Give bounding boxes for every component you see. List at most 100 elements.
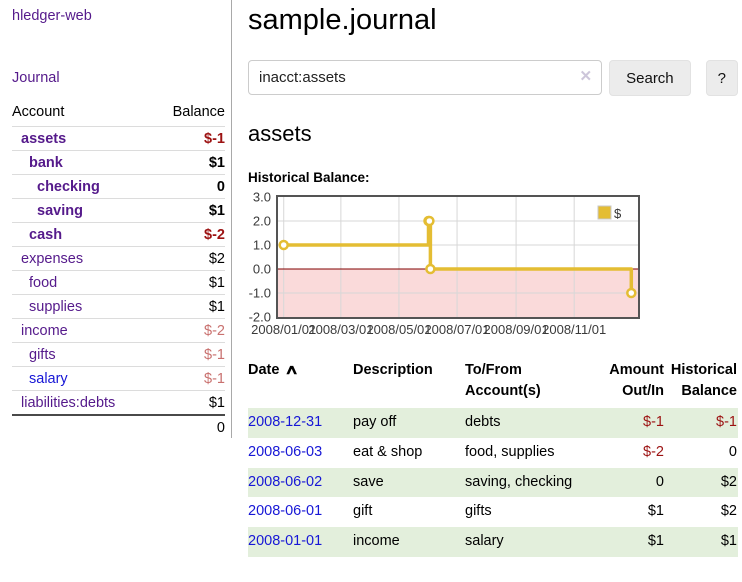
account-row: food $1 [12,270,225,295]
transaction-accounts: gifts [465,503,492,520]
register-header-date[interactable]: Date ∧ [248,356,353,408]
historical-balance-chart: $3.0 2.0 1.0 0.0 -1.0 -2.0 2008/01/01 2008/03/0… [248,190,640,341]
account-link[interactable]: supplies [29,298,83,315]
chart-title: Historical Balance: [248,170,370,185]
account-balance: $-2 [153,222,225,247]
account-link[interactable]: assets [21,130,67,147]
account-balance: $-1 [153,126,225,151]
svg-text:2008/09/01: 2008/09/01 [484,322,549,337]
svg-text:3.0: 3.0 [253,191,271,205]
account-row: expenses $2 [12,246,225,271]
svg-text:2008/07/01: 2008/07/01 [424,322,489,337]
transaction-description: gift [353,503,373,520]
account-balance: $-1 [153,366,225,391]
account-link[interactable]: bank [29,154,63,171]
transaction-amount: $-1 [643,414,664,431]
account-row: bank $1 [12,150,225,175]
svg-text:2.0: 2.0 [253,214,271,229]
clear-search-icon[interactable]: ✕ [579,68,593,85]
transaction-date-link[interactable]: 2008-06-02 [248,473,323,490]
account-row: assets $-1 [12,126,225,151]
transaction-date-link[interactable]: 2008-06-03 [248,443,323,460]
register-table: Date ∧ Description To/From Account(s) Amount O… [248,356,738,557]
account-balance: 0 [153,174,225,199]
help-button[interactable]: ? [705,60,738,96]
accounts-table: Account Balance assets $-1 bank $1 checking 0… [12,102,225,439]
transaction-accounts: saving, checking [465,473,573,490]
account-balance: $1 [153,198,225,223]
account-balance: $2 [153,246,225,271]
account-link[interactable]: salary [29,370,68,387]
sidebar-item-journal[interactable]: Journal [12,70,60,86]
accounts-header-account: Account [12,104,65,120]
register-row: 2008-01-01 income salary $1 $1 [248,527,738,557]
account-title: assets [248,121,312,146]
search-button[interactable]: Search [609,60,691,96]
transaction-amount: 0 [655,473,664,490]
transaction-date-link[interactable]: 2008-06-01 [248,503,323,520]
account-balance: $1 [153,270,225,295]
account-row: supplies $1 [12,294,225,319]
account-row: cash $-2 [12,222,225,247]
account-row: income $-2 [12,318,225,343]
account-balance: $1 [153,294,225,319]
account-balance: $-1 [153,342,225,367]
transaction-balance: $2 [720,473,737,490]
register-header-amount: Amount Out/In [609,362,664,400]
search-input[interactable] [248,60,603,95]
main-content: sample.journal ✕ Search ? assets Histori… [248,0,738,557]
svg-text:0.0: 0.0 [253,262,271,277]
accounts-header-row: Account Balance [12,102,225,127]
transaction-description: eat & shop [353,443,423,460]
transaction-accounts: food, supplies [465,443,555,460]
transaction-balance: $2 [720,503,737,520]
account-row: saving $1 [12,198,225,223]
svg-text:2008/03/01: 2008/03/01 [308,322,373,337]
account-row: liabilities:debts $1 [12,390,225,415]
transaction-amount: $1 [647,533,664,550]
transaction-description: save [353,473,384,490]
transaction-accounts: salary [465,533,504,550]
transaction-description: pay off [353,414,397,431]
svg-text:1.0: 1.0 [253,238,271,253]
svg-text:-2.0: -2.0 [249,310,271,325]
account-link[interactable]: income [21,322,68,339]
transaction-date-link[interactable]: 2008-12-31 [248,414,323,431]
account-link[interactable]: gifts [29,346,56,363]
accounts-header-balance: Balance [172,104,225,120]
search-form: ✕ Search ? [248,60,738,96]
transaction-amount: $1 [647,503,664,520]
account-link[interactable]: liabilities:debts [21,394,116,411]
sort-asc-icon: ∧ [284,361,300,378]
accounts-total-row: 0 [12,414,225,439]
register-header-row: Date ∧ Description To/From Account(s) Amount O… [248,356,738,408]
transaction-date-link[interactable]: 2008-01-01 [248,533,323,550]
account-balance: $1 [153,150,225,175]
svg-text:2008/05/01: 2008/05/01 [366,322,431,337]
register-row: 2008-06-02 save saving, checking 0 $2 [248,467,738,498]
svg-text:$: $ [614,206,622,221]
svg-text:-1.0: -1.0 [249,286,271,301]
account-row: salary $-1 [12,366,225,391]
account-link[interactable]: food [29,274,58,291]
sidebar: hledger-web Journal Account Balance asse… [0,0,232,439]
register-row: 2008-06-01 gift gifts $1 $2 [248,497,738,527]
account-balance: $1 [153,390,225,415]
account-row: checking 0 [12,174,225,199]
register-row: 2008-06-03 eat & shop food, supplies $-2 0 [248,438,738,468]
account-link[interactable]: checking [37,178,100,195]
transaction-balance: $1 [720,533,737,550]
transaction-description: income [353,533,400,550]
transaction-accounts: debts [465,414,501,431]
svg-text:2008/01/01: 2008/01/01 [251,322,316,337]
page-title: sample.journal [248,4,437,36]
brand-link[interactable]: hledger-web [12,8,92,24]
register-header-balance: Historical Balance [670,362,737,400]
transaction-balance: 0 [728,443,737,460]
svg-text:2008/11/01: 2008/11/01 [542,322,606,337]
account-link[interactable]: saving [37,202,83,219]
transaction-balance: $-1 [716,414,737,431]
account-balance: $-2 [153,318,225,343]
account-link[interactable]: expenses [21,250,84,267]
account-link[interactable]: cash [29,226,63,243]
